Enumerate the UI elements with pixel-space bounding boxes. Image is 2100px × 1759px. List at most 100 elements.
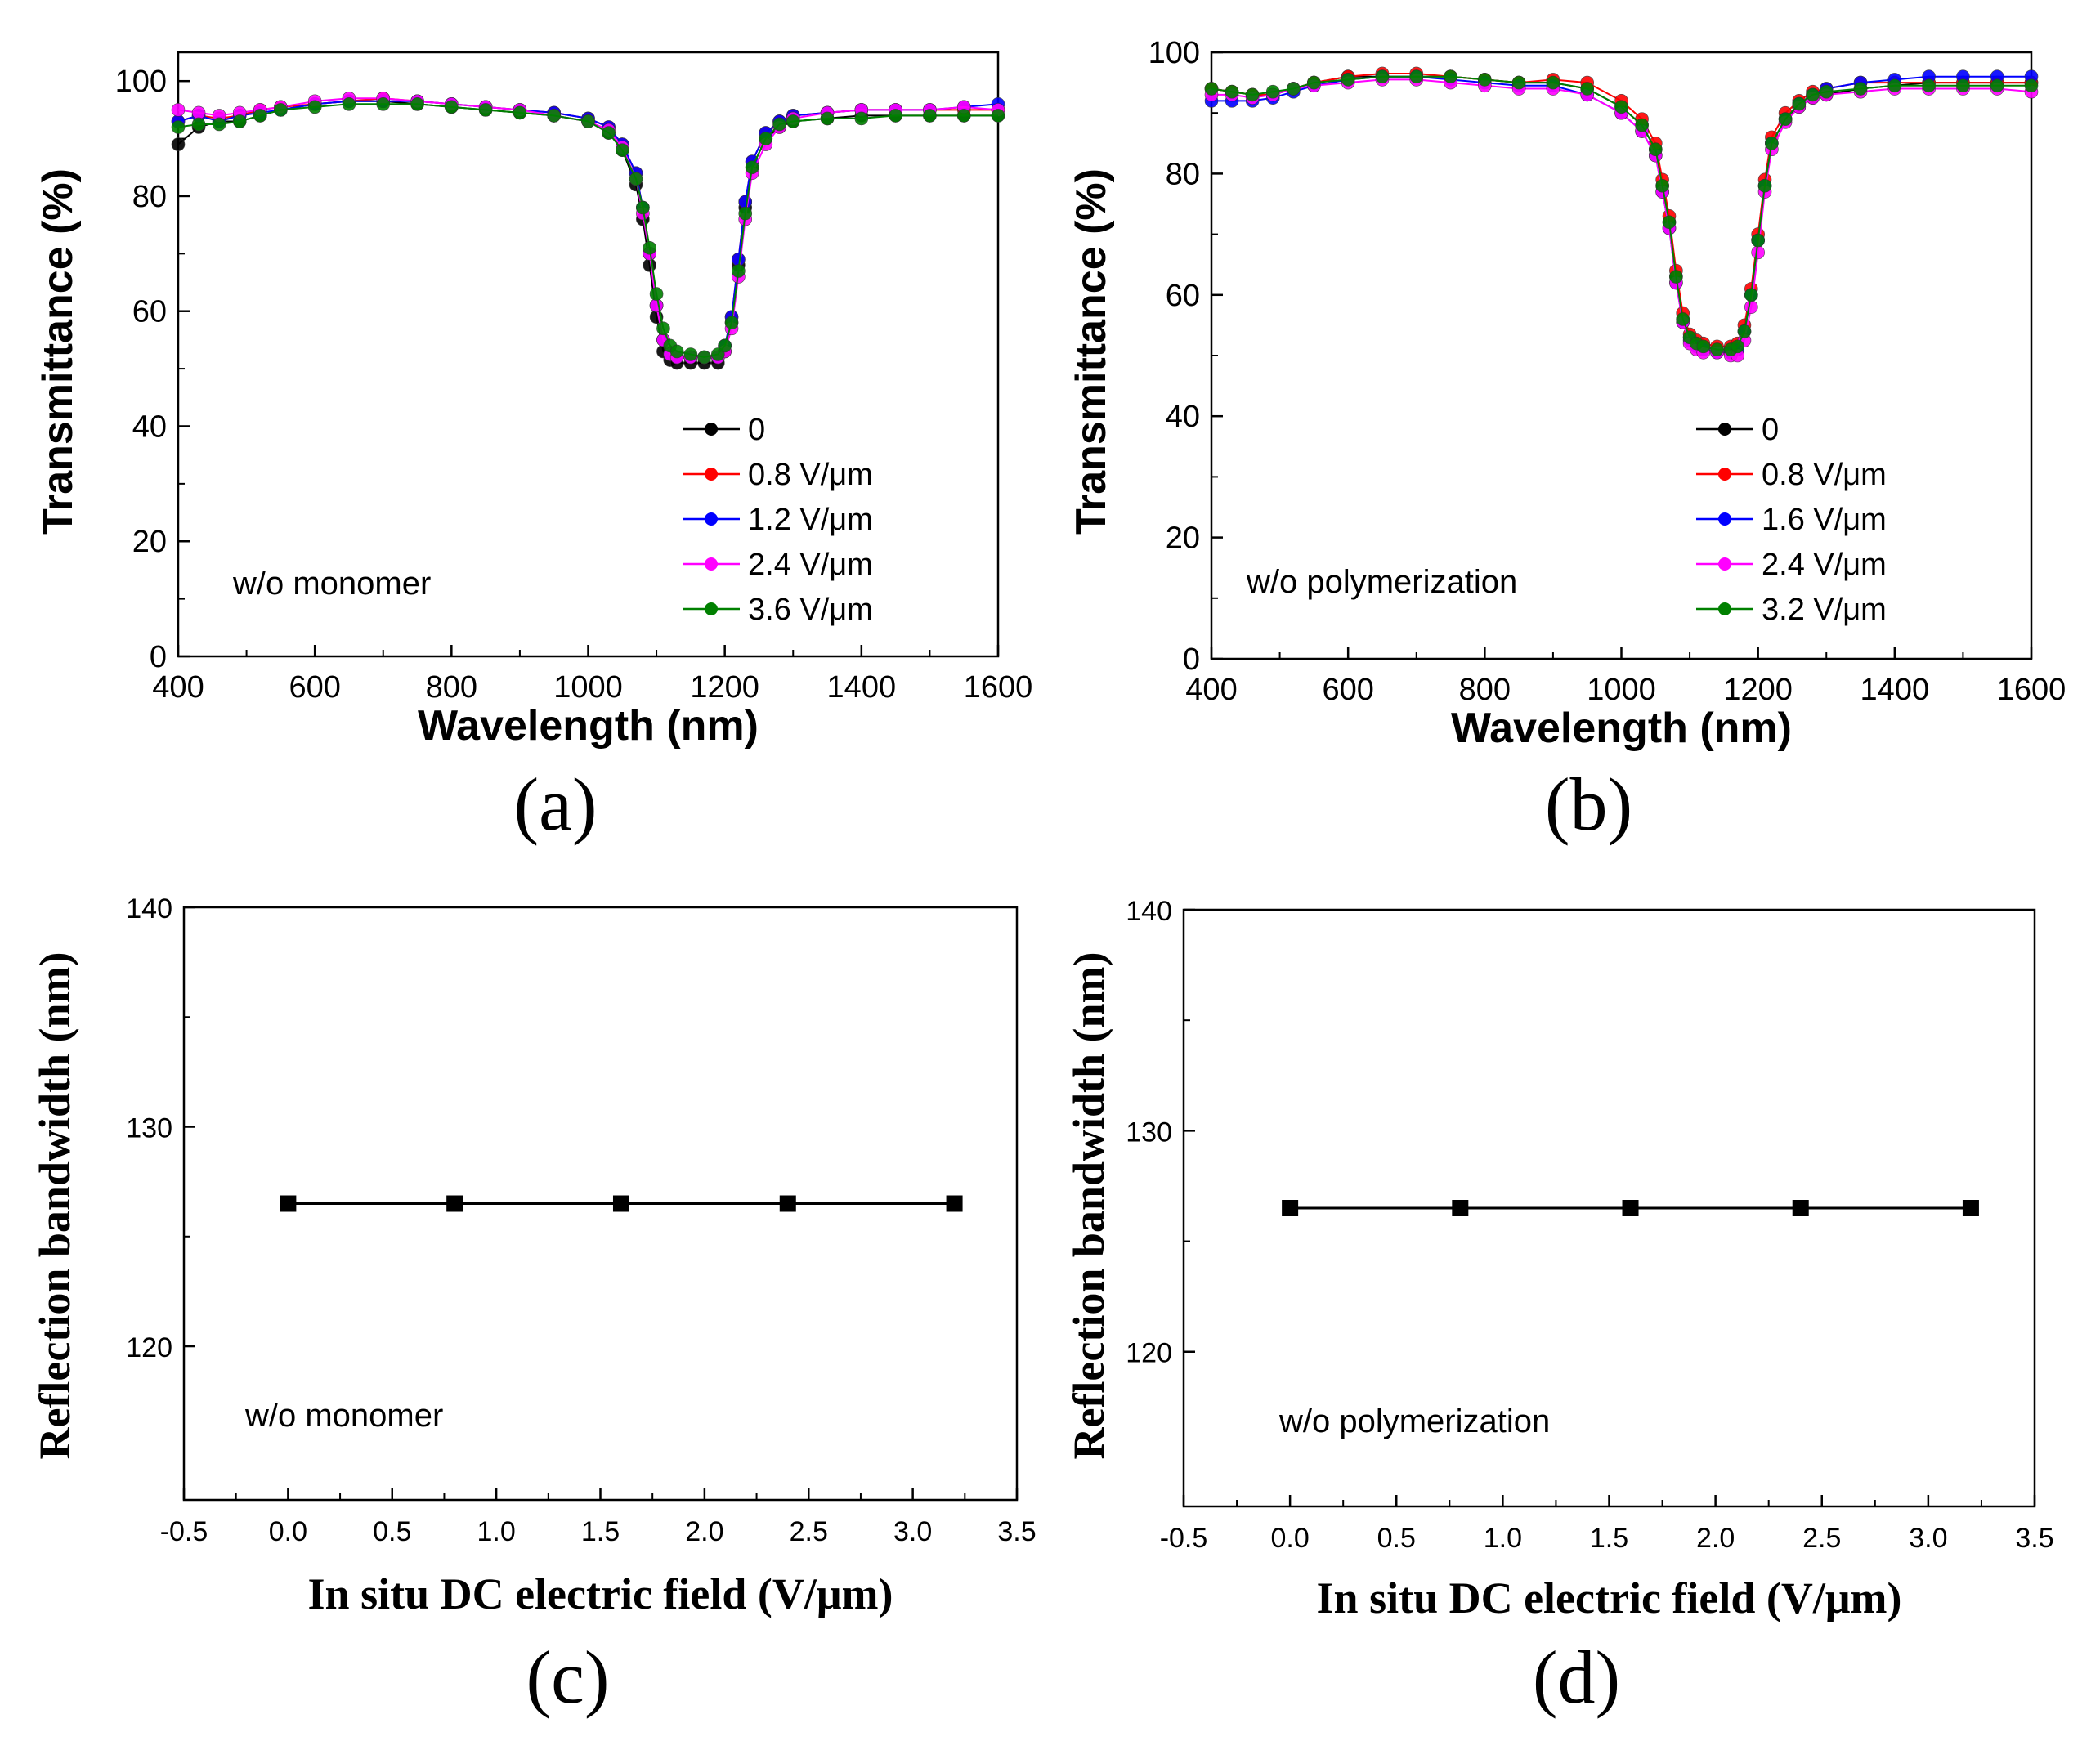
x-tick-label: -0.5 bbox=[1160, 1523, 1208, 1554]
series-line bbox=[177, 100, 998, 365]
x-tick-label: 1600 bbox=[964, 670, 1033, 705]
legend-label: 3.6 V/μm bbox=[748, 593, 873, 627]
x-tick-label: 1200 bbox=[690, 670, 759, 705]
data-point bbox=[956, 109, 971, 123]
x-tick-label: 2.0 bbox=[1696, 1523, 1735, 1554]
legend-marker bbox=[705, 423, 718, 436]
data-point bbox=[1962, 1200, 1979, 1216]
legend-marker bbox=[1718, 468, 1731, 481]
data-point bbox=[171, 120, 186, 134]
y-tick-label: 140 bbox=[126, 893, 172, 924]
data-point bbox=[1546, 75, 1560, 90]
data-point bbox=[1409, 69, 1424, 83]
y-tick-label: 0 bbox=[150, 640, 167, 674]
legend-marker bbox=[1718, 557, 1731, 571]
series-b-3 bbox=[1204, 73, 2039, 363]
data-point bbox=[643, 240, 657, 255]
data-point bbox=[732, 253, 746, 266]
series-a-2 bbox=[171, 94, 1005, 365]
data-point bbox=[1245, 87, 1260, 102]
legend-marker bbox=[1718, 602, 1731, 615]
data-point bbox=[1478, 73, 1492, 87]
y-axis-title: Transmittance (%) bbox=[1068, 168, 1115, 535]
x-tick-label: 1.0 bbox=[477, 1516, 515, 1547]
x-tick-label: 1400 bbox=[827, 670, 897, 705]
series-line bbox=[177, 100, 999, 358]
data-point bbox=[478, 103, 493, 117]
y-tick-label: 100 bbox=[1149, 36, 1200, 70]
x-tick-label: 1.5 bbox=[1590, 1523, 1628, 1554]
y-tick-label: 130 bbox=[126, 1113, 172, 1144]
x-tick-label: 1200 bbox=[1723, 673, 1793, 707]
x-tick-label: 0.5 bbox=[373, 1516, 411, 1547]
legend-marker bbox=[705, 602, 718, 615]
data-point bbox=[1696, 339, 1711, 354]
data-point bbox=[1676, 312, 1690, 326]
x-tick-label: 0.0 bbox=[1270, 1523, 1309, 1554]
data-point bbox=[1887, 78, 1902, 93]
data-point bbox=[1452, 1200, 1469, 1216]
data-point bbox=[1580, 82, 1595, 96]
data-point bbox=[1792, 1200, 1809, 1216]
y-axis-title: Reflection bandwidth (nm) bbox=[1064, 951, 1113, 1459]
data-point bbox=[232, 114, 247, 128]
legend-label: 0 bbox=[1762, 413, 1779, 447]
legend-marker bbox=[705, 557, 718, 571]
legend-label: 0.8 V/μm bbox=[748, 458, 873, 492]
data-point bbox=[1853, 82, 1868, 96]
legend-marker bbox=[1718, 423, 1731, 436]
x-axis-title: Wavelength (nm) bbox=[418, 702, 759, 750]
y-tick-label: 20 bbox=[1166, 521, 1200, 556]
y-tick-label: 100 bbox=[115, 65, 167, 99]
data-point bbox=[1225, 84, 1239, 99]
data-point bbox=[759, 132, 773, 145]
data-point bbox=[738, 195, 753, 209]
data-point bbox=[376, 97, 391, 111]
data-point bbox=[1757, 178, 1772, 193]
data-point bbox=[1744, 288, 1758, 302]
series-b-4 bbox=[1204, 69, 2039, 356]
data-point bbox=[732, 264, 746, 278]
data-point bbox=[636, 200, 650, 215]
data-point bbox=[1819, 84, 1834, 99]
data-point bbox=[1806, 87, 1820, 102]
panel-annotation: w/o polymerization bbox=[1246, 564, 1517, 600]
data-point bbox=[779, 1195, 796, 1212]
series-a-0 bbox=[171, 94, 1005, 370]
x-tick-label: 1000 bbox=[553, 670, 623, 705]
data-point bbox=[1622, 1200, 1639, 1216]
x-tick-label: 1400 bbox=[1860, 673, 1930, 707]
x-tick-label: 1600 bbox=[1997, 673, 2066, 707]
data-point bbox=[854, 111, 869, 126]
data-point bbox=[1307, 75, 1321, 90]
y-tick-label: 80 bbox=[132, 180, 167, 214]
chart-panel-b: 400 600 800 1000 1200 1400 1600 0 20 40 60 80 100 Wav… bbox=[1068, 36, 2066, 846]
data-point bbox=[410, 97, 424, 111]
data-point bbox=[253, 109, 267, 123]
data-point bbox=[1265, 84, 1280, 99]
data-point bbox=[171, 103, 186, 117]
data-point bbox=[1922, 78, 1936, 93]
series-a-4 bbox=[171, 97, 1005, 365]
x-tick-label: 3.0 bbox=[1909, 1523, 1947, 1554]
legend-label: 0.8 V/μm bbox=[1762, 458, 1887, 492]
y-tick-label: 60 bbox=[132, 295, 167, 329]
x-tick-label: 600 bbox=[289, 670, 340, 705]
legend-marker bbox=[1718, 512, 1731, 526]
data-point bbox=[602, 126, 616, 140]
data-point bbox=[1648, 142, 1663, 157]
legend-marker bbox=[705, 512, 718, 526]
chart-panel-d: -0.5 0.0 0.5 1.0 1.5 2.0 2.5 3.0 3.5 120 130 140 In … bbox=[1064, 896, 2054, 1719]
x-tick-label: 600 bbox=[1322, 673, 1373, 707]
series-line bbox=[177, 97, 998, 358]
x-tick-label: 2.5 bbox=[790, 1516, 828, 1547]
data-point bbox=[724, 316, 739, 330]
y-tick-label: 140 bbox=[1126, 896, 1172, 927]
y-tick-label: 0 bbox=[1183, 642, 1200, 677]
data-point bbox=[1614, 100, 1628, 114]
x-tick-label: 2.5 bbox=[1802, 1523, 1841, 1554]
data-point bbox=[772, 117, 786, 132]
data-point bbox=[1282, 1200, 1299, 1216]
data-point bbox=[547, 109, 562, 123]
data-point bbox=[212, 117, 226, 132]
